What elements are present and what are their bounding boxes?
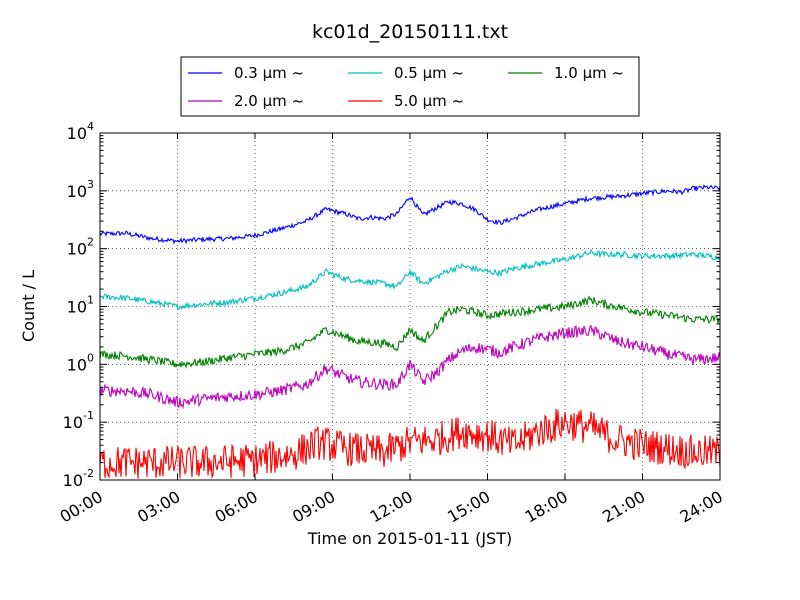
y-tick-label: 10-1	[63, 409, 94, 432]
x-tick-label: 09:00	[289, 487, 338, 527]
x-tick-label: 24:00	[677, 487, 726, 527]
x-tick-label: 12:00	[367, 487, 416, 527]
series-line-3	[99, 324, 721, 410]
x-tick-label: 15:00	[444, 487, 493, 527]
x-tick-label: 21:00	[599, 487, 648, 527]
legend-label-4: 5.0 μm ~	[394, 92, 464, 110]
series-layer	[99, 184, 721, 480]
chart-title: kc01d_20150111.txt	[312, 21, 508, 43]
series-line-1	[99, 248, 721, 311]
series-line-0	[99, 184, 721, 245]
y-tick-label: 103	[67, 178, 94, 201]
x-tick-label: 03:00	[134, 487, 183, 527]
y-tick-label: 104	[67, 120, 94, 143]
legend-label-0: 0.3 μm ~	[234, 64, 304, 82]
x-axis-label: Time on 2015-01-11 (JST)	[307, 529, 512, 548]
series-line-2	[99, 295, 721, 369]
legend-label-1: 0.5 μm ~	[394, 64, 464, 82]
y-tick-label: 101	[67, 294, 94, 317]
x-tick-label: 00:00	[57, 487, 106, 527]
legend-label-3: 2.0 μm ~	[234, 92, 304, 110]
series-line-4	[99, 408, 721, 480]
y-tick-label: 102	[67, 236, 94, 259]
x-tick-label: 06:00	[212, 487, 261, 527]
legend-label-2: 1.0 μm ~	[554, 64, 624, 82]
grid	[100, 133, 720, 480]
y-axis-label: Count / L	[19, 270, 38, 342]
legend-box	[180, 56, 640, 117]
x-tick-label: 18:00	[522, 487, 571, 527]
legend: 0.3 μm ~ 0.5 μm ~ 1.0 μm ~ 2.0 μm ~ 5.0 μm ~	[180, 56, 640, 117]
y-tick-label: 100	[67, 351, 94, 374]
y-tick-label: 10-2	[63, 467, 94, 490]
ticks: 00:00 03:00 06:00 09:00 12:00 15:00 18:00 21:00…	[57, 120, 726, 527]
